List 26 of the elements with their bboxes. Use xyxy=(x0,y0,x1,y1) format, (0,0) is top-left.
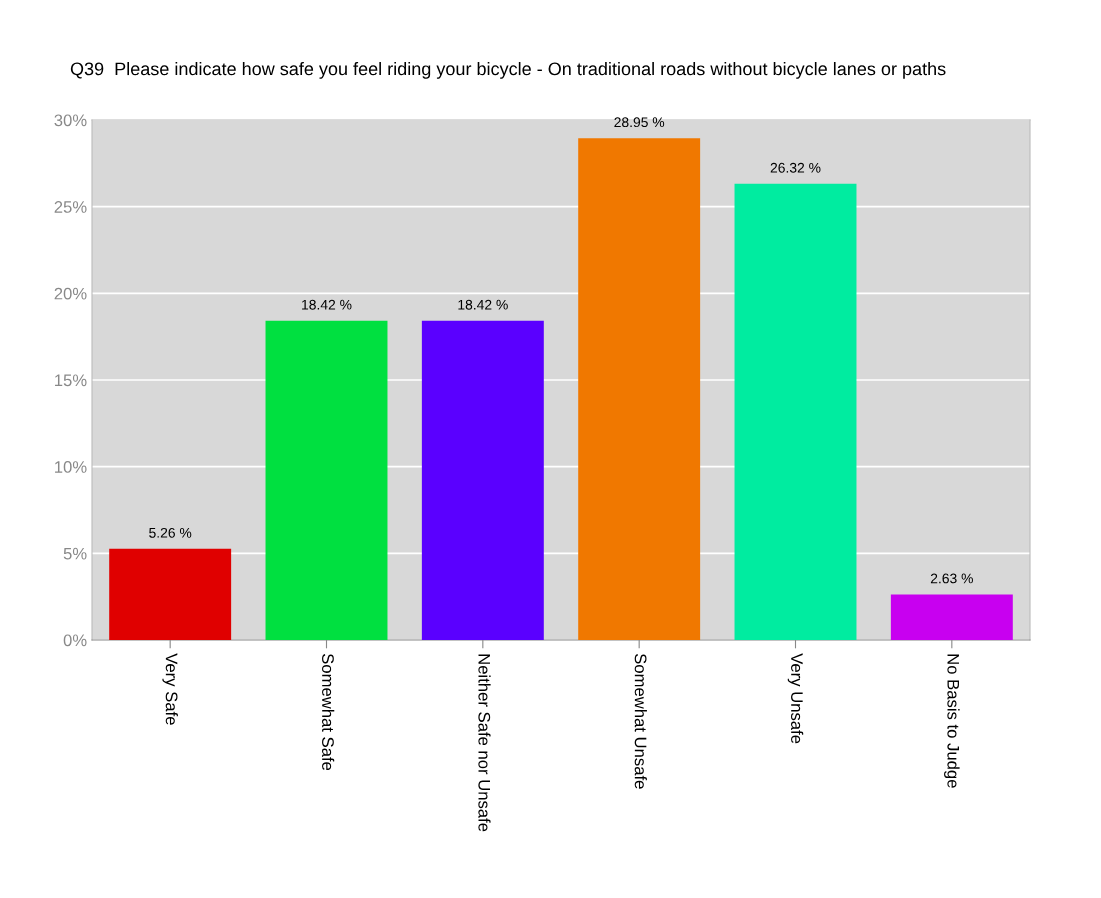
x-tick-label: No Basis to Judge xyxy=(944,654,960,788)
data-label: 18.42 % xyxy=(458,299,508,310)
data-label: 28.95 % xyxy=(614,117,665,128)
data-label: 18.42 % xyxy=(302,299,352,310)
x-tick-label: Somewhat Safe xyxy=(322,653,335,771)
data-label: 26.32 % xyxy=(770,162,821,173)
y-tick-label: 25% xyxy=(54,201,87,213)
bar xyxy=(265,320,388,640)
bar xyxy=(578,138,701,640)
x-tick-label: Very Unsafe xyxy=(787,653,804,744)
x-tick-label: Neither Safe nor Unsafe xyxy=(478,654,491,832)
x-tick-label: Very Safe xyxy=(162,653,178,725)
bar xyxy=(890,594,1013,640)
y-tick-label: 20% xyxy=(54,287,87,300)
bar xyxy=(421,320,544,640)
y-tick-label: 10% xyxy=(55,461,87,473)
y-tick-label: 0% xyxy=(63,634,87,647)
bar xyxy=(734,183,857,640)
data-label: 2.63 % xyxy=(930,573,973,584)
y-tick-label: 15% xyxy=(55,374,87,387)
y-tick-label: 30% xyxy=(54,114,87,127)
bar xyxy=(109,548,232,640)
chart-title: Q39 Please indicate how safe you feel riding your bicycle - On traditional roads without bicycle lanes or paths xyxy=(70,62,946,79)
x-tick-label: Somewhat Unsafe xyxy=(634,653,647,789)
data-label: 5.26 % xyxy=(149,527,192,538)
y-tick-label: 5% xyxy=(63,547,87,560)
